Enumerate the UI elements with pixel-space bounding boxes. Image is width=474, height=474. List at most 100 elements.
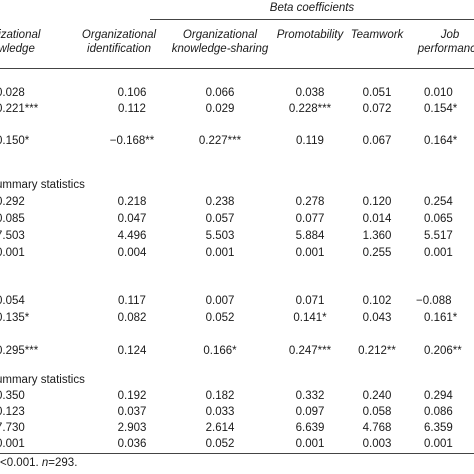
header-col1-line1: Organizational bbox=[81, 29, 157, 41]
cell-col3: 0.038 bbox=[295, 87, 325, 99]
cell-col1: 0.082 bbox=[117, 312, 147, 324]
header-col1-line2: identification bbox=[87, 43, 151, 55]
cell-col4: 0.058 bbox=[362, 406, 392, 418]
cell-col1: 2.903 bbox=[117, 422, 147, 434]
header-col2-line1: Organizational bbox=[182, 29, 258, 41]
cell-col5: 5.517 bbox=[424, 230, 453, 242]
cell-col4: 0.120 bbox=[362, 196, 392, 208]
cell-col5: 0.001 bbox=[424, 438, 453, 450]
cell-col1: 0.218 bbox=[117, 196, 147, 208]
cell-col2: 0.238 bbox=[205, 196, 235, 208]
cell-col5: 0.001 bbox=[424, 247, 453, 259]
table-row: 0.150* −0.168** 0.227*** 0.119 0.067 0.1… bbox=[0, 134, 474, 148]
table-row: 0.001 0.036 0.052 0.001 0.003 0.001 bbox=[0, 437, 474, 451]
cell-col0: 0.001 bbox=[0, 438, 25, 450]
cell-col3: 0.247*** bbox=[288, 345, 332, 357]
cell-col2: 0.029 bbox=[205, 103, 235, 115]
header-col0: rnizational owledge bbox=[0, 28, 68, 56]
cell-col0: 0.135* bbox=[0, 312, 30, 324]
cell-col2: 0.052 bbox=[205, 438, 235, 450]
cell-col2: 0.166* bbox=[203, 345, 237, 357]
cell-col1: 0.192 bbox=[117, 390, 147, 402]
cell-col3: 0.097 bbox=[295, 406, 325, 418]
table-footnote: <0.001. n=293. bbox=[0, 456, 77, 470]
cell-col2: 0.057 bbox=[205, 213, 235, 225]
cell-col3: 0.332 bbox=[295, 390, 325, 402]
cell-col4: 0.212** bbox=[358, 345, 396, 357]
cell-col4: 0.067 bbox=[362, 135, 392, 147]
table-row: 0.350 0.192 0.182 0.332 0.240 0.294 bbox=[0, 389, 474, 403]
cell-col4: 0.072 bbox=[362, 103, 392, 115]
header-teamwork: Teamwork bbox=[344, 28, 410, 42]
cell-col3: 0.141* bbox=[293, 312, 327, 324]
cell-col0: 7.503 bbox=[0, 230, 25, 242]
cell-col5: 6.359 bbox=[424, 422, 453, 434]
cell-col3: 6.639 bbox=[295, 422, 325, 434]
cell-col2: 0.001 bbox=[205, 247, 235, 259]
cell-col5: 0.206** bbox=[424, 345, 462, 357]
header-job-performance: Job performance bbox=[410, 28, 474, 56]
cell-col5: 0.010 bbox=[424, 87, 453, 99]
cell-col0: 0.028 bbox=[0, 87, 25, 99]
table-bottom-rule bbox=[0, 453, 474, 454]
header-organizational-knowledge-sharing: Organizational knowledge-sharing bbox=[160, 28, 280, 56]
cell-col3: 0.077 bbox=[295, 213, 325, 225]
cell-col5: 0.254 bbox=[424, 196, 453, 208]
header-col0-line2: owledge bbox=[0, 43, 35, 55]
cell-col3: 0.228*** bbox=[288, 103, 332, 115]
cell-col1: 0.106 bbox=[117, 87, 147, 99]
cell-col3: 0.278 bbox=[295, 196, 325, 208]
cell-col2: 0.066 bbox=[205, 87, 235, 99]
cell-col3: 0.119 bbox=[296, 135, 324, 147]
table-row: 7.503 4.496 5.503 5.884 1.360 5.517 bbox=[0, 229, 474, 243]
cell-col5: −0.088 bbox=[416, 295, 452, 307]
cell-col5: 0.164* bbox=[424, 135, 458, 147]
cell-col3: 5.884 bbox=[295, 230, 325, 242]
cell-col1: 0.004 bbox=[117, 247, 147, 259]
header-col0-line1: rnizational bbox=[0, 29, 41, 41]
summary-statistics-label: ummary statistics bbox=[0, 179, 85, 191]
table-row: 0.292 0.218 0.238 0.278 0.120 0.254 bbox=[0, 195, 474, 209]
cell-col5: 0.086 bbox=[424, 406, 453, 418]
cell-col0: 0.350 bbox=[0, 390, 25, 402]
cell-col4: 0.051 bbox=[362, 87, 392, 99]
cell-col4: 0.003 bbox=[362, 438, 392, 450]
header-col4-line1: Teamwork bbox=[350, 29, 404, 41]
cell-col1: 4.496 bbox=[117, 230, 147, 242]
table-row: 0.295*** 0.124 0.166* 0.247*** 0.212** 0… bbox=[0, 344, 474, 358]
cell-col0: 0.295*** bbox=[0, 345, 39, 357]
cell-col4: 4.768 bbox=[362, 422, 392, 434]
summary-statistics-label: ummary statistics bbox=[0, 374, 85, 386]
cell-col4: 0.240 bbox=[362, 390, 392, 402]
cell-col0: 0.054 bbox=[0, 295, 25, 307]
cell-col3: 0.001 bbox=[295, 247, 325, 259]
header-organizational-identification: Organizational identification bbox=[66, 28, 172, 56]
cell-col4: 0.255 bbox=[362, 247, 392, 259]
footnote-significance: <0.001. bbox=[0, 457, 42, 469]
cell-col4: 0.043 bbox=[362, 312, 392, 324]
header-col3-line1: Promotability bbox=[276, 29, 344, 41]
cell-col1: −0.168** bbox=[109, 135, 155, 147]
cell-col2: 0.182 bbox=[205, 390, 235, 402]
cell-col1: 0.037 bbox=[117, 406, 147, 418]
cell-col5: 0.161* bbox=[424, 312, 458, 324]
cell-col0: 0.150* bbox=[0, 135, 30, 147]
footnote-n-label: n bbox=[41, 457, 49, 469]
table-row: 0.221*** 0.112 0.029 0.228*** 0.072 0.15… bbox=[0, 102, 474, 116]
table-row: 0.054 0.117 0.007 0.071 0.102 −0.088 bbox=[0, 294, 474, 308]
cell-col2: 0.007 bbox=[205, 295, 235, 307]
cell-col1: 0.047 bbox=[117, 213, 147, 225]
cell-col0: 0.001 bbox=[0, 247, 25, 259]
header-col5-line1: Job bbox=[440, 29, 460, 41]
cell-col4: 0.102 bbox=[362, 295, 392, 307]
cell-col0: 0.221*** bbox=[0, 103, 39, 115]
cell-col5: 0.154* bbox=[424, 103, 458, 115]
cell-col3: 0.001 bbox=[295, 438, 325, 450]
table-row: 7.730 2.903 2.614 6.639 4.768 6.359 bbox=[0, 421, 474, 435]
header-col2-line2: knowledge-sharing bbox=[171, 43, 269, 55]
cell-col5: 0.065 bbox=[424, 213, 453, 225]
cell-col2: 0.052 bbox=[205, 312, 235, 324]
cell-col2: 0.227*** bbox=[198, 135, 242, 147]
cell-col0: 0.292 bbox=[0, 196, 25, 208]
